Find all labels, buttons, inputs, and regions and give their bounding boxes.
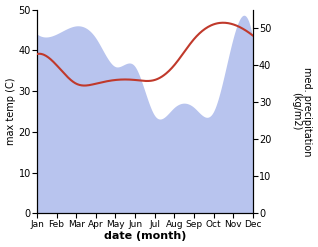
Y-axis label: max temp (C): max temp (C)	[5, 78, 16, 145]
X-axis label: date (month): date (month)	[104, 231, 186, 242]
Y-axis label: med. precipitation
(kg/m2): med. precipitation (kg/m2)	[291, 67, 313, 156]
